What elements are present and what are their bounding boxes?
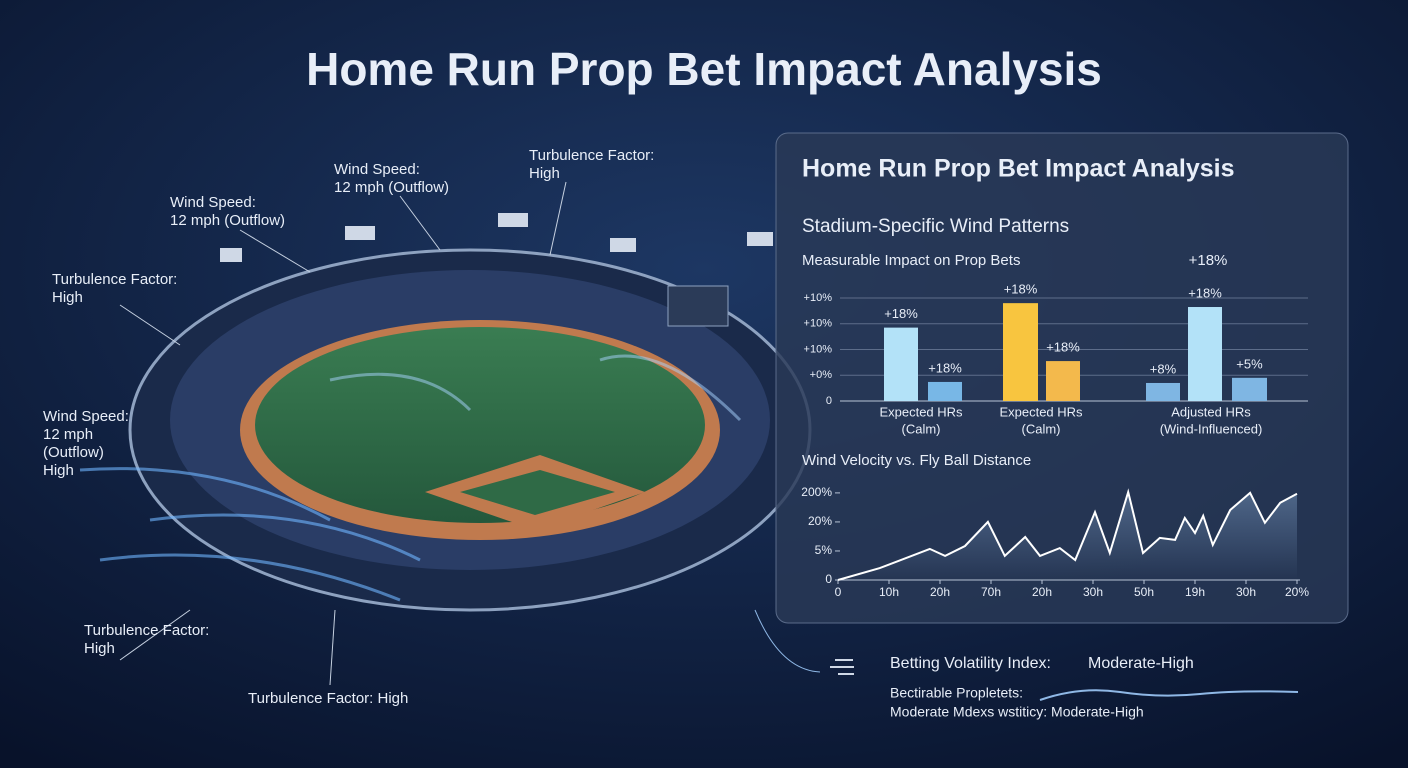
bar-label: +8% bbox=[1150, 361, 1177, 376]
category-label: (Wind-Influenced) bbox=[1160, 421, 1263, 436]
annotation-text: Turbulence Factor: bbox=[84, 622, 209, 639]
x-tick-label: 20h bbox=[1032, 585, 1052, 599]
annotation-text: Turbulence Factor: bbox=[529, 147, 654, 164]
volatility-section: Betting Volatility Index: Moderate-High … bbox=[754, 609, 1299, 720]
x-tick-label: 70h bbox=[981, 585, 1001, 599]
annotation-text: Wind Speed: bbox=[170, 194, 256, 211]
bar-label: +18% bbox=[1004, 282, 1038, 297]
x-tick-label: 30h bbox=[1083, 585, 1103, 599]
category-label: Expected HRs bbox=[999, 404, 1083, 419]
annotation-text: 12 mph (Outflow) bbox=[170, 212, 285, 229]
y-tick-label: 5% bbox=[815, 543, 833, 557]
floating-label: +18% bbox=[1189, 252, 1228, 269]
category-label: (Calm) bbox=[1022, 421, 1061, 436]
bar-label: +5% bbox=[1236, 356, 1263, 371]
annotation-text: High bbox=[84, 640, 115, 657]
bar-label: +18% bbox=[1046, 340, 1080, 355]
panel-title: Home Run Prop Bet Impact Analysis bbox=[802, 155, 1235, 183]
volatility-line2: Moderate Mdexs wstiticy: Moderate-High bbox=[890, 704, 1144, 720]
y-tick-label: +0% bbox=[810, 369, 833, 381]
bar bbox=[1146, 382, 1180, 401]
section-title: Stadium-Specific Wind Patterns bbox=[802, 216, 1069, 237]
y-tick-label: 200% bbox=[801, 485, 832, 499]
annotation-text: High bbox=[529, 165, 560, 182]
line-area bbox=[838, 492, 1297, 580]
volatility-label: Betting Volatility Index: bbox=[890, 655, 1051, 672]
wind-icon bbox=[830, 659, 854, 675]
x-tick-label: 0 bbox=[835, 585, 842, 599]
bar bbox=[1188, 307, 1222, 401]
category-label: Adjusted HRs bbox=[1171, 404, 1251, 419]
main-title: Home Run Prop Bet Impact Analysis bbox=[306, 43, 1102, 95]
stadium-illustration bbox=[79, 213, 812, 612]
category-label: Expected HRs bbox=[879, 404, 963, 419]
category-label: (Calm) bbox=[902, 421, 941, 436]
x-tick-label: 30h bbox=[1236, 585, 1256, 599]
volatility-line1: Bectirable Propletets: bbox=[890, 685, 1023, 701]
bar-label: +18% bbox=[928, 360, 962, 375]
line-chart-title: Wind Velocity vs. Fly Ball Distance bbox=[802, 452, 1031, 469]
bar-label: +18% bbox=[1188, 285, 1222, 300]
bar bbox=[1046, 361, 1080, 401]
annotation-text: Turbulence Factor: High bbox=[248, 690, 408, 707]
y-tick-label: +10% bbox=[804, 343, 833, 355]
annotation-text: 12 mph bbox=[43, 426, 93, 443]
annotation-text: Wind Speed: bbox=[43, 408, 129, 425]
annotation-text: 12 mph (Outflow) bbox=[334, 179, 449, 196]
x-tick-label: 10h bbox=[879, 585, 899, 599]
bar bbox=[884, 327, 918, 401]
x-tick-label: 20% bbox=[1285, 585, 1309, 599]
bar-label: +18% bbox=[884, 306, 918, 321]
leader-lines bbox=[119, 181, 567, 686]
y-tick-label: +10% bbox=[804, 318, 833, 330]
sparkline bbox=[1039, 689, 1299, 701]
x-tick-label: 20h bbox=[930, 585, 950, 599]
x-tick-label: 50h bbox=[1134, 585, 1154, 599]
annotation-text: High bbox=[52, 289, 83, 306]
x-tick-label: 19h bbox=[1185, 585, 1205, 599]
y-tick-label: 0 bbox=[826, 395, 832, 407]
annotation-text: Turbulence Factor: bbox=[52, 271, 177, 288]
y-tick-label: +10% bbox=[804, 292, 833, 304]
bar-chart-title: Measurable Impact on Prop Bets bbox=[802, 252, 1020, 269]
data-line bbox=[837, 488, 1298, 581]
annotation-text: (Outflow) bbox=[43, 444, 104, 461]
bar bbox=[928, 381, 962, 401]
bar bbox=[1232, 377, 1267, 401]
volatility-level: Moderate-High bbox=[1088, 655, 1194, 672]
bar bbox=[1003, 303, 1038, 401]
y-tick-label: 20% bbox=[808, 514, 832, 528]
connector bbox=[754, 609, 821, 673]
annotation-text: Wind Speed: bbox=[334, 161, 420, 178]
y-tick-label: 0 bbox=[825, 572, 832, 586]
annotation-text: High bbox=[43, 462, 74, 479]
